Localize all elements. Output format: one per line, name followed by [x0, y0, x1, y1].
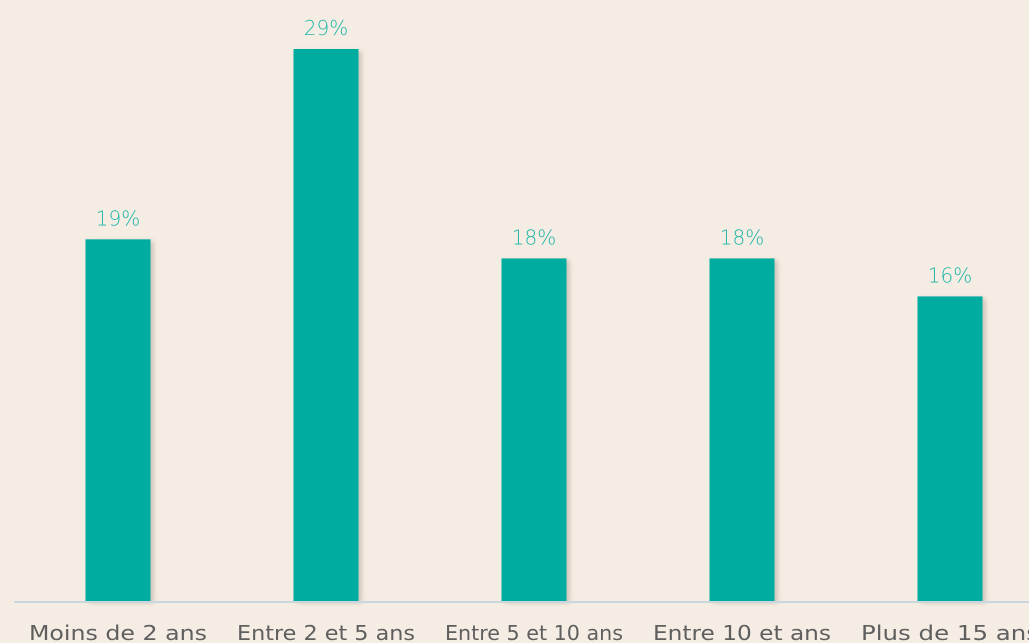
- bar-value-label-5: 16%: [928, 263, 972, 287]
- bar-value-label-2: 29%: [304, 16, 348, 40]
- bar-value-label-1: 19%: [96, 206, 140, 230]
- value-labels-group: 19% 29% 18% 18% 16%: [96, 16, 972, 287]
- bar-5: [917, 296, 983, 601]
- x-tick-labels-group: Moins de 2 ans Entre 2 et 5 ans Entre 5 et…: [29, 621, 1029, 643]
- x-tick-label-4: Entre 10 et ans: [653, 621, 831, 643]
- x-tick-label-3: Entre 5 et 10 ans: [445, 621, 623, 643]
- bar-1: [85, 239, 151, 602]
- bar-4: [709, 258, 775, 601]
- bars-group: [85, 49, 983, 602]
- bar-2: [293, 49, 359, 601]
- bar-value-label-4: 18%: [720, 225, 764, 249]
- x-tick-label-1: Moins de 2 ans: [29, 621, 207, 643]
- x-tick-label-2: Entre 2 et 5 ans: [237, 621, 415, 643]
- bar-3: [501, 258, 567, 601]
- bar-value-label-3: 18%: [512, 225, 556, 249]
- x-tick-label-5: Plus de 15 ans: [861, 621, 1029, 643]
